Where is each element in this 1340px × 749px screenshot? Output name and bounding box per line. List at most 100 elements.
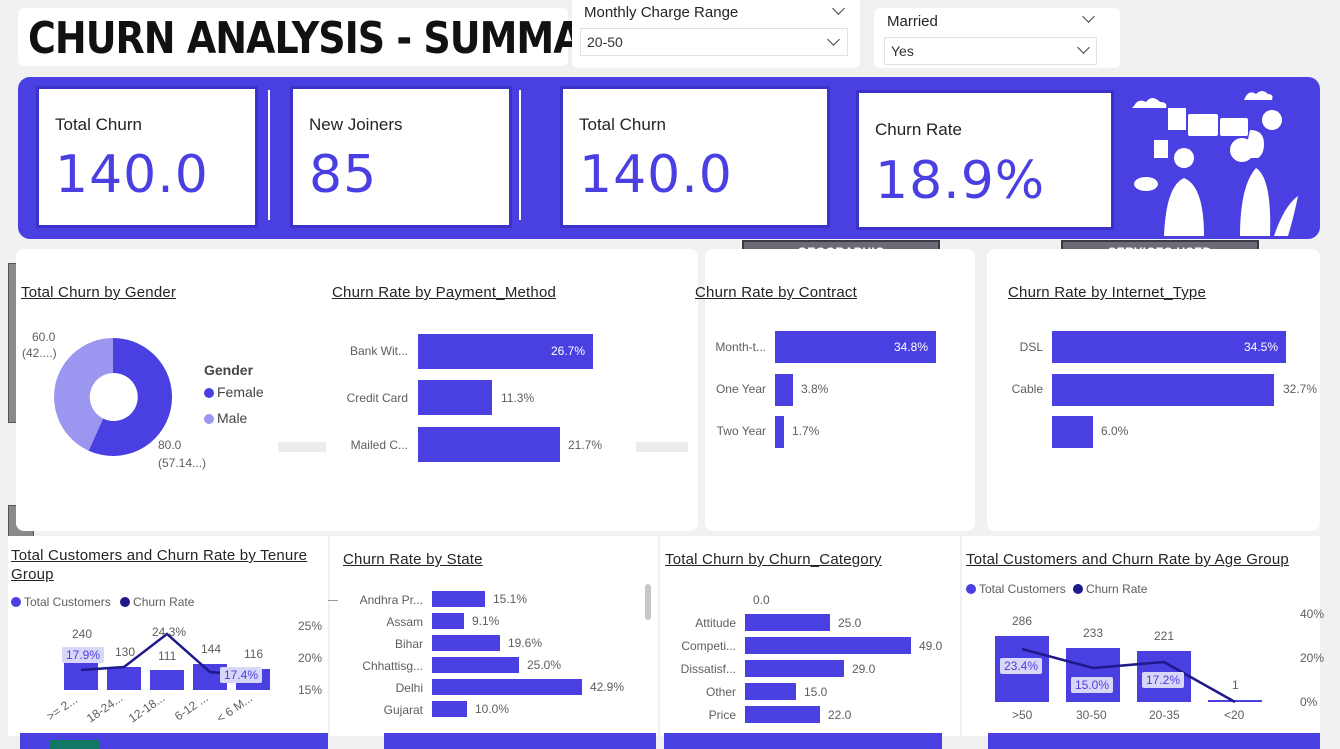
kpi-value: 18.9%	[875, 151, 1046, 211]
contract-cat-label: One Year	[715, 382, 766, 396]
legend-female-label: Female	[217, 384, 264, 400]
state-bar[interactable]	[432, 657, 519, 673]
page-title: CHURN ANALYSIS - SUMMARY	[28, 12, 635, 64]
chevron-down-icon[interactable]	[832, 2, 845, 15]
state-scrollbar[interactable]	[645, 584, 651, 620]
gender-donut-chart[interactable]	[50, 334, 176, 460]
state-bar[interactable]	[432, 635, 500, 651]
male-slice	[54, 338, 113, 451]
age-axis-label: 40%	[1300, 607, 1325, 621]
state-chart-title: Churn Rate by State	[343, 551, 483, 568]
age-count-label: 221	[1154, 629, 1175, 643]
tenure-rate-label: 17.4%	[220, 667, 263, 683]
category-bar[interactable]	[745, 683, 796, 700]
internet-bar[interactable]: 34.5%	[1052, 331, 1286, 363]
state-cat-label: Assam	[386, 615, 423, 629]
legend-male[interactable]: Male	[204, 410, 247, 426]
category-bar[interactable]	[745, 637, 911, 654]
chevron-down-icon[interactable]	[827, 33, 840, 46]
state-bar-label: 42.9%	[590, 680, 625, 694]
category-cat-label: Dissatisf...	[680, 662, 736, 676]
tenure-bar[interactable]	[150, 670, 184, 690]
gender-panel	[16, 249, 698, 531]
internet-bar-label: 6.0%	[1101, 424, 1129, 438]
male-pct-label: (42....)	[22, 346, 57, 360]
contract-cat-label: Two Year	[716, 424, 766, 438]
state-bar[interactable]	[432, 591, 485, 607]
age-bar[interactable]	[1066, 648, 1120, 702]
category-bar-label: 15.0	[804, 685, 828, 699]
analytics-illustration-icon	[1132, 91, 1298, 236]
legend-male-label: Male	[217, 410, 248, 426]
state-bar[interactable]	[432, 613, 464, 629]
tenure-count-label: 111	[158, 649, 177, 663]
kpi-churn-rate: Churn Rate 18.9%	[856, 90, 1114, 230]
kpi-label: Churn Rate	[875, 120, 962, 139]
divider	[278, 442, 326, 452]
payment-bar-label: 11.3%	[501, 391, 535, 405]
charge-slicer-dropdown[interactable]: 20-50	[580, 28, 848, 56]
customers-dot-icon	[11, 597, 21, 607]
age-axis-label: 0%	[1300, 695, 1318, 709]
chevron-down-icon[interactable]	[1077, 41, 1090, 54]
category-bar[interactable]	[745, 660, 844, 677]
chevron-down-icon[interactable]	[1082, 10, 1095, 23]
age-cat-label: 30-50	[1076, 708, 1107, 722]
female-slice	[88, 338, 173, 456]
charge-slicer-value: 20-50	[587, 34, 623, 50]
category-bar-label: 25.0	[838, 616, 862, 630]
category-bar[interactable]	[745, 614, 830, 631]
age-count-label: 1	[1232, 678, 1239, 692]
age-rate-label: 17.2%	[1142, 672, 1185, 688]
kpi-new-joiners: New Joiners 85	[290, 86, 512, 228]
married-slicer[interactable]: Married Yes	[874, 8, 1120, 68]
category-cat-label: Attitude	[695, 616, 736, 630]
divider	[268, 90, 270, 220]
divider	[636, 442, 688, 452]
kpi-label: Total Churn	[55, 115, 142, 134]
tenure-bar[interactable]	[107, 667, 141, 690]
state-bar[interactable]	[432, 679, 582, 695]
state-cat-label: Chhattisg...	[362, 659, 423, 673]
category-cat-label: Other	[705, 685, 736, 699]
contract-bar[interactable]	[775, 374, 793, 406]
female-pct-label: (57.14...)	[158, 456, 207, 470]
gender-chart-title: Total Churn by Gender	[21, 284, 177, 301]
kpi-value: 85	[309, 145, 378, 205]
legend-female[interactable]: Female	[204, 384, 264, 400]
age-count-label: 286	[1012, 614, 1033, 628]
payment-bar[interactable]: 26.7%	[418, 334, 593, 369]
contract-bar-label: 1.7%	[792, 424, 820, 438]
married-slicer-label: Married	[887, 13, 938, 30]
payment-cat-label: Bank Wit...	[349, 344, 408, 358]
married-slicer-dropdown[interactable]: Yes	[884, 37, 1097, 65]
age-cat-label: <20	[1224, 708, 1245, 722]
legend-customers-label: Total Customers	[24, 595, 111, 609]
contract-bar[interactable]	[775, 416, 784, 448]
state-cat-label: Andhra Pr...	[359, 593, 423, 607]
state-bar-label: 25.0%	[527, 658, 562, 672]
bottom-strip	[384, 733, 656, 749]
internet-bar[interactable]	[1052, 416, 1093, 448]
payment-bar[interactable]	[418, 427, 560, 462]
contract-bar[interactable]: 34.8%	[775, 331, 936, 363]
state-bar-label: 10.0%	[475, 702, 510, 716]
internet-cat-label: DSL	[1019, 340, 1043, 354]
payment-cat-label: Mailed C...	[350, 438, 408, 452]
category-bar-label: 22.0	[828, 708, 852, 722]
payment-bar[interactable]	[418, 380, 492, 415]
age-count-label: 233	[1083, 626, 1104, 640]
married-slicer-value: Yes	[891, 43, 914, 59]
charge-slicer[interactable]: Monthly Charge Range 20-50	[572, 0, 860, 68]
payment-bar-label: 21.7%	[568, 438, 603, 452]
tenure-rate-label: 17.9%	[62, 647, 105, 663]
age-chart-title: Total Customers and Churn Rate by Age Gr…	[966, 551, 1289, 568]
age-legend: Total Customers Churn Rate	[966, 582, 1147, 596]
bottom-tab[interactable]	[50, 740, 100, 749]
category-bar[interactable]	[745, 706, 820, 723]
internet-bar[interactable]	[1052, 374, 1274, 406]
tenure-count-label: 130	[115, 645, 136, 659]
kpi-total-churn-2: Total Churn 140.0	[560, 86, 830, 228]
category-chart-title: Total Churn by Churn_Category	[665, 551, 882, 568]
state-bar[interactable]	[432, 701, 467, 717]
